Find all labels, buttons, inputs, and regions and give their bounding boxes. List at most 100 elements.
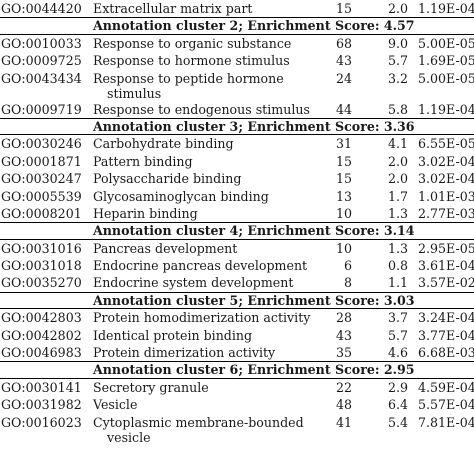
percent-cell: 5.7	[388, 327, 409, 343]
cluster-header-row: Annotation cluster 4; Enrichment Score: …	[0, 222, 474, 240]
term-continuation-cell: stimulus	[107, 85, 162, 101]
cluster-header-label: Annotation cluster 2; Enrichment Score: …	[93, 18, 415, 34]
percent-cell: 0.8	[388, 258, 409, 274]
p-value-cell: 5.00E-05	[418, 70, 474, 86]
count-cell: 43	[335, 327, 352, 343]
go-id-cell: GO:0009719	[1, 101, 82, 117]
p-value-cell: 7.81E-04	[418, 414, 474, 430]
count-cell: 6	[343, 258, 352, 274]
p-value-cell: 1.19E-04	[418, 1, 474, 16]
percent-cell: 1.3	[388, 205, 409, 221]
term-cell: Cytoplasmic membrane-bounded	[93, 414, 304, 430]
p-value-cell: 1.69E-05	[418, 53, 474, 69]
table-row: GO:0008201 Heparin binding 10 1.3 2.77E-03	[0, 205, 474, 222]
p-value-cell: 4.59E-04	[418, 379, 474, 395]
count-cell: 13	[335, 188, 352, 204]
percent-cell: 2.0	[388, 171, 409, 187]
term-cell: Protein dimerization activity	[93, 345, 276, 361]
percent-cell: 1.1	[388, 275, 409, 291]
cluster-header-label: Annotation cluster 6; Enrichment Score: …	[93, 362, 415, 378]
count-cell: 10	[335, 205, 352, 221]
table-row: GO:0001871 Pattern binding 15 2.0 3.02E-04	[0, 153, 474, 170]
table-row: GO:0031982 Vesicle 48 6.4 5.57E-04	[0, 396, 474, 413]
percent-cell: 1.7	[388, 188, 409, 204]
cluster-top-rule	[0, 361, 474, 363]
cluster-header-row: Annotation cluster 5; Enrichment Score: …	[0, 291, 474, 310]
count-cell: 68	[335, 35, 352, 51]
go-id-cell: GO:0016023	[1, 414, 82, 430]
go-id-cell: GO:0001871	[1, 153, 82, 169]
percent-cell: 1.3	[388, 240, 409, 256]
table-row: GO:0046983 Protein dimerization activity 3…	[0, 344, 474, 361]
cluster-bottom-rule	[0, 308, 474, 310]
count-cell: 31	[335, 136, 352, 152]
table-row: GO:0044420 Extracellular matrix part 15 2.0…	[0, 0, 474, 17]
go-id-cell: GO:0042803	[1, 310, 82, 326]
percent-cell: 4.1	[388, 136, 409, 152]
cluster-bottom-rule	[0, 33, 474, 35]
table-row: GO:0030246 Carbohydrate binding 31 4.1 6.55E…	[0, 135, 474, 152]
count-cell: 41	[335, 414, 352, 430]
percent-cell: 2.9	[388, 379, 409, 395]
go-id-cell: GO:0046983	[1, 345, 82, 361]
p-value-cell: 1.01E-03	[418, 188, 474, 204]
p-value-cell: 3.02E-04	[418, 171, 474, 187]
go-id-cell: GO:0031018	[1, 258, 82, 274]
p-value-cell: 6.68E-03	[418, 345, 474, 361]
go-id-cell: GO:0044420	[1, 1, 82, 16]
go-id-cell: GO:0030246	[1, 136, 82, 152]
p-value-cell: 3.02E-04	[418, 153, 474, 169]
cluster-header-label: Annotation cluster 5; Enrichment Score: …	[93, 292, 415, 308]
cluster-top-rule	[0, 17, 474, 19]
count-cell: 22	[335, 379, 352, 395]
percent-cell: 3.7	[388, 310, 409, 326]
count-cell: 24	[335, 70, 352, 86]
cluster-header-row: Annotation cluster 6; Enrichment Score: …	[0, 361, 474, 379]
cluster-top-rule	[0, 117, 474, 119]
table-row: GO:0031018 Endocrine pancreas development…	[0, 257, 474, 274]
term-cell: Endocrine system development	[93, 275, 294, 291]
percent-cell: 6.4	[388, 397, 409, 413]
term-cell: Carbohydrate binding	[93, 136, 234, 152]
term-cell: Endocrine pancreas development	[93, 258, 308, 274]
cluster-header-row: Annotation cluster 2; Enrichment Score: …	[0, 17, 474, 35]
count-cell: 15	[335, 171, 352, 187]
p-value-cell: 2.95E-05	[418, 240, 474, 256]
go-id-cell: GO:0010033	[1, 35, 82, 51]
go-id-cell: GO:0031016	[1, 240, 82, 256]
go-id-cell: GO:0031982	[1, 397, 82, 413]
go-id-cell: GO:0043434	[1, 70, 82, 86]
term-cell: Response to organic substance	[93, 35, 292, 51]
count-cell: 44	[335, 101, 352, 117]
table-row: GO:0010033 Response to organic substance 6…	[0, 35, 474, 52]
go-id-cell: GO:0030141	[1, 379, 82, 395]
percent-cell: 2.0	[388, 1, 409, 16]
count-cell: 48	[335, 397, 352, 413]
percent-cell: 5.8	[388, 101, 409, 117]
p-value-cell: 2.77E-03	[418, 205, 474, 221]
p-value-cell: 6.55E-05	[418, 136, 474, 152]
table-row: GO:0043434 Response to peptide hormone sti…	[0, 70, 474, 101]
go-id-cell: GO:0035270	[1, 275, 82, 291]
table-row: GO:0031016 Pancreas development 10 1.3 2.95E…	[0, 240, 474, 257]
cluster-bottom-rule	[0, 238, 474, 240]
table-row: GO:0030247 Polysaccharide binding 15 2.0 3.0…	[0, 170, 474, 187]
percent-cell: 5.4	[388, 414, 409, 430]
table-row: GO:0030141 Secretory granule 22 2.9 4.59E-04	[0, 379, 474, 396]
count-cell: 43	[335, 53, 352, 69]
p-value-cell: 5.00E-05	[418, 35, 474, 51]
term-cell: Protein homodimerization activity	[93, 310, 311, 326]
go-enrichment-table: GO:0044420 Extracellular matrix part 15 2.0…	[0, 0, 474, 445]
table-row: GO:0016023 Cytoplasmic membrane-bounded ve…	[0, 414, 474, 445]
term-cell: Response to peptide hormone	[93, 70, 284, 86]
percent-cell: 3.2	[388, 70, 409, 86]
term-cell: Extracellular matrix part	[93, 1, 253, 16]
table-row: GO:0042803 Protein homodimerization activ…	[0, 309, 474, 326]
p-value-cell: 3.77E-04	[418, 327, 474, 343]
term-continuation-cell: vesicle	[107, 429, 151, 445]
count-cell: 8	[343, 275, 352, 291]
term-cell: Polysaccharide binding	[93, 171, 242, 187]
cluster-bottom-rule	[0, 377, 474, 379]
cluster-top-rule	[0, 291, 474, 293]
term-cell: Pattern binding	[93, 153, 193, 169]
